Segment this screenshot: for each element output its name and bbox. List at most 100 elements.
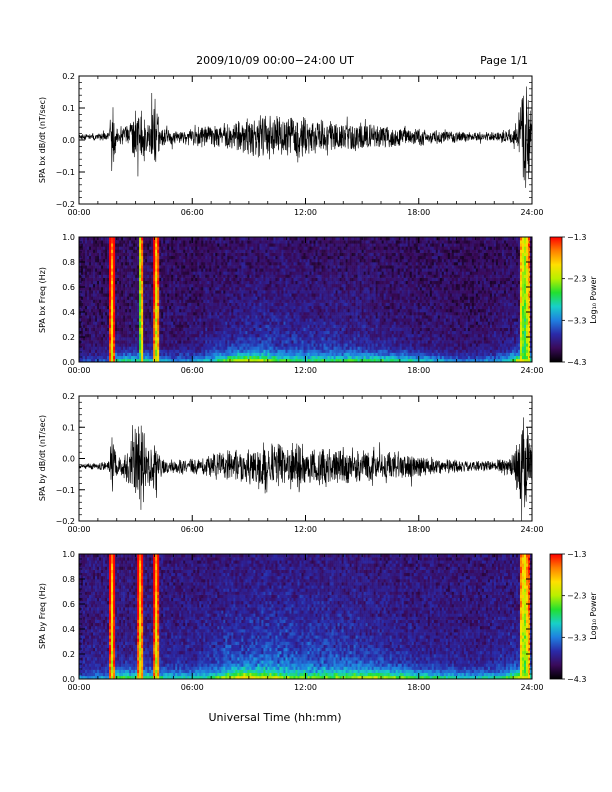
heatmap-cell: [301, 296, 304, 300]
heatmap-cell: [169, 283, 172, 288]
heatmap-cell: [151, 237, 154, 241]
heatmap-cell: [235, 337, 238, 341]
heatmap-cell: [81, 355, 84, 360]
heatmap-cell: [169, 308, 172, 313]
heatmap-cell: [299, 299, 302, 303]
heatmap-cell: [321, 302, 324, 307]
heatmap-cell: [149, 283, 152, 288]
heatmap-cell: [147, 324, 150, 328]
heatmap-cell: [95, 283, 98, 288]
heatmap-cell: [313, 327, 316, 332]
heatmap-cell: [155, 255, 158, 260]
heatmap-cell: [205, 262, 208, 266]
heatmap-cell: [103, 330, 106, 335]
heatmap-cell: [283, 321, 286, 325]
heatmap-cell: [313, 271, 316, 275]
heatmap-cell: [105, 290, 108, 294]
heatmap-cell: [165, 265, 168, 269]
heatmap-cell: [245, 352, 248, 357]
heatmap-cell: [303, 293, 306, 297]
heatmap-cell: [279, 265, 282, 269]
heatmap-cell: [247, 308, 250, 313]
heatmap-cell: [155, 343, 158, 347]
heatmap-cell: [277, 246, 280, 250]
heatmap-cell: [239, 327, 242, 332]
heatmap-cell: [215, 346, 218, 350]
heatmap-cell: [231, 340, 234, 344]
heatmap-cell: [163, 355, 166, 360]
heatmap-cell: [161, 290, 164, 294]
heatmap-cell: [161, 337, 164, 341]
heatmap-cell: [205, 271, 208, 275]
heatmap-cell: [123, 283, 126, 288]
heatmap-cell: [177, 337, 180, 341]
heatmap-cell: [201, 293, 204, 297]
heatmap-cell: [163, 330, 166, 335]
heatmap-cell: [231, 352, 234, 357]
heatmap-cell: [247, 343, 250, 347]
heatmap-cell: [185, 293, 188, 297]
heatmap-cell: [187, 262, 190, 266]
heatmap-cell: [231, 330, 234, 335]
heatmap-cell: [261, 249, 264, 253]
heatmap-cell: [259, 318, 262, 322]
heatmap-cell: [259, 305, 262, 310]
heatmap-cell: [95, 355, 98, 360]
heatmap-cell: [281, 252, 284, 257]
heatmap-cell: [123, 265, 126, 269]
heatmap-cell: [203, 268, 206, 272]
heatmap-cell: [315, 243, 318, 247]
heatmap-cell: [217, 333, 220, 338]
heatmap-cell: [113, 240, 116, 244]
heatmap-cell: [93, 258, 96, 263]
heatmap-cell: [149, 333, 152, 338]
heatmap-cell: [195, 290, 198, 294]
heatmap-cell: [109, 249, 112, 253]
heatmap-cell: [109, 262, 112, 266]
heatmap-cell: [217, 246, 220, 250]
heatmap-cell: [109, 271, 112, 275]
heatmap-cell: [209, 346, 212, 350]
heatmap-cell: [291, 330, 294, 335]
heatmap-cell: [85, 299, 88, 303]
heatmap-cell: [111, 308, 114, 313]
heatmap-cell: [87, 277, 90, 282]
heatmap-cell: [279, 293, 282, 297]
heatmap-cell: [305, 265, 308, 269]
heatmap-cell: [293, 343, 296, 347]
heatmap-cell: [199, 249, 202, 253]
heatmap-cell: [143, 287, 146, 291]
heatmap-cell: [149, 265, 152, 269]
heatmap-cell: [159, 355, 162, 360]
heatmap-cell: [137, 324, 140, 328]
heatmap-cell: [289, 343, 292, 347]
heatmap-cell: [145, 330, 148, 335]
heatmap-cell: [127, 305, 130, 310]
heatmap-cell: [231, 349, 234, 353]
heatmap-cell: [287, 302, 290, 307]
heatmap-cell: [217, 302, 220, 307]
heatmap-cell: [159, 340, 162, 344]
heatmap-cell: [105, 287, 108, 291]
heatmap-cell: [163, 358, 166, 362]
heatmap-cell: [231, 287, 234, 291]
heatmap-cell: [237, 349, 240, 353]
heatmap-cell: [143, 262, 146, 266]
heatmap-cell: [295, 302, 298, 307]
heatmap-cell: [225, 327, 228, 332]
heatmap-cell: [141, 324, 144, 328]
heatmap-cell: [211, 240, 214, 244]
heatmap-cell: [309, 352, 312, 357]
heatmap-cell: [199, 255, 202, 260]
heatmap-cell: [319, 271, 322, 275]
heatmap-cell: [173, 337, 176, 341]
heatmap-cell: [307, 252, 310, 257]
heatmap-cell: [281, 318, 284, 322]
heatmap-cell: [291, 287, 294, 291]
heatmap-cell: [155, 293, 158, 297]
heatmap-cell: [165, 280, 168, 285]
heatmap-cell: [315, 308, 318, 313]
heatmap-cell: [79, 352, 82, 357]
heatmap-cell: [207, 290, 210, 294]
heatmap-cell: [107, 290, 110, 294]
